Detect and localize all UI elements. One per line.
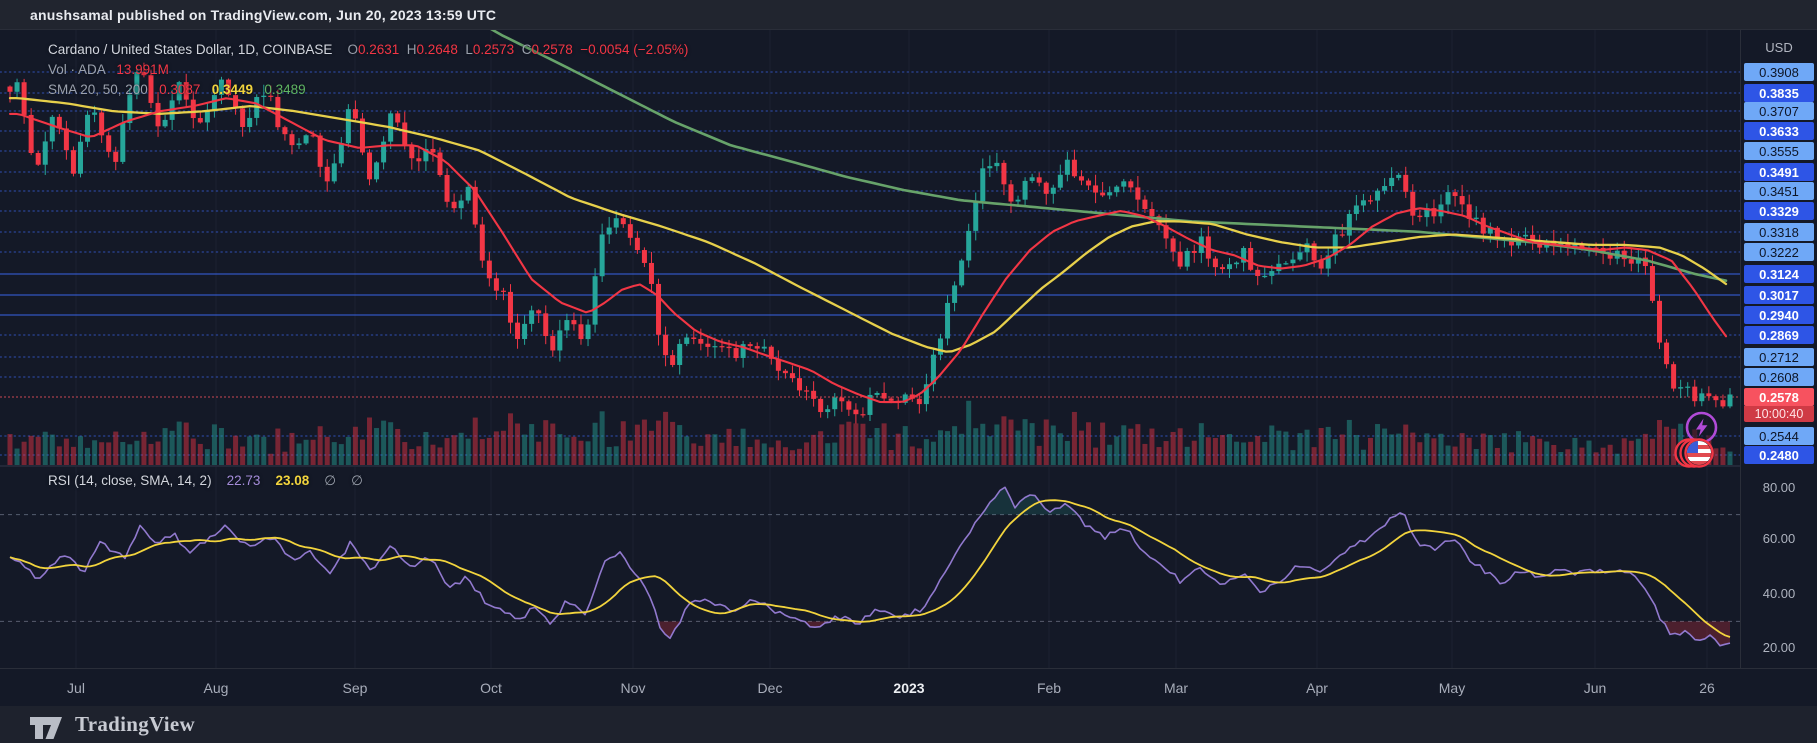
price-axis-label: 0.3908 — [1744, 63, 1814, 81]
price-axis-label: 0.3835 — [1744, 84, 1814, 102]
flag-reactions-icon[interactable] — [1668, 435, 1728, 476]
price-axis-currency: USD — [1765, 40, 1793, 55]
time-axis[interactable]: Jul Aug Sep Oct Nov Dec 2023 Feb Mar Apr May Jun 26 — [0, 668, 1817, 706]
time-axis-label: Mar — [1163, 680, 1189, 696]
price-axis-label: 0.2544 — [1744, 427, 1814, 445]
candles-layer — [7, 62, 1733, 424]
price-axis-label: 0.2940 — [1744, 306, 1814, 324]
rsi-axis-label: 80.00 — [1762, 480, 1796, 495]
rsi-pane[interactable]: RSI (14, close, SMA, 14, 2) 22.73 23.08 … — [0, 467, 1740, 668]
rsi-axis-label: 20.00 — [1762, 640, 1796, 655]
price-axis-label: 0.3451 — [1744, 182, 1814, 200]
time-axis-label: Jul — [67, 680, 85, 696]
price-axis-label: 0.3555 — [1744, 142, 1814, 160]
time-axis-label: 2023 — [893, 680, 925, 696]
price-axis-label: 0.3491 — [1744, 163, 1814, 181]
time-axis-label: Oct — [480, 680, 502, 696]
pane-separator[interactable] — [0, 465, 1817, 467]
time-axis-label: Sep — [342, 680, 368, 696]
rsi-chart[interactable] — [0, 467, 1740, 668]
price-axis[interactable]: USD 0.3908 0.3835 0.3707 0.3633 0.3555 0.3491… — [1740, 30, 1817, 668]
price-axis-label: 0.3318 — [1744, 223, 1814, 241]
time-axis-label: May — [1438, 680, 1466, 696]
price-axis-label: 0.3124 — [1744, 265, 1814, 283]
header-bar: anushsamal published on TradingView.com,… — [0, 0, 1817, 30]
rsi-axis-label: 40.00 — [1762, 586, 1796, 601]
main-chart-pane[interactable]: Cardano / United States Dollar, 1D, COIN… — [0, 18, 1741, 468]
price-axis-label: 0.3017 — [1744, 286, 1814, 304]
candlestick-chart[interactable] — [0, 18, 1741, 465]
time-axis-label: Nov — [620, 680, 646, 696]
time-axis-label: Apr — [1306, 680, 1328, 696]
tradingview-wordmark[interactable]: TradingView — [75, 712, 195, 736]
time-axis-label: Feb — [1036, 680, 1062, 696]
rsi-axis-label: 60.00 — [1762, 531, 1796, 546]
price-axis-label: 0.3222 — [1744, 243, 1814, 261]
price-axis-label: 0.3707 — [1744, 102, 1814, 120]
footer-bar: TradingView — [0, 706, 1817, 743]
price-axis-label: 0.2712 — [1744, 348, 1814, 366]
time-axis-label: Jun — [1583, 680, 1607, 696]
price-axis-label: 0.2869 — [1744, 326, 1814, 344]
tradingview-logo-icon[interactable] — [28, 711, 64, 739]
price-axis-label: 0.2480 — [1744, 446, 1814, 464]
time-axis-label: Dec — [757, 680, 783, 696]
volume-layer — [7, 400, 1733, 465]
time-axis-label: 26 — [1699, 680, 1715, 696]
bar-countdown: 10:00:40 — [1744, 406, 1814, 422]
price-axis-label: 0.3329 — [1744, 202, 1814, 220]
current-price-label: 0.2578 — [1744, 388, 1814, 406]
price-axis-label: 0.2608 — [1744, 368, 1814, 386]
attribution-text: anushsamal published on TradingView.com,… — [30, 6, 497, 23]
price-axis-label: 0.3633 — [1744, 122, 1814, 140]
time-axis-label: Aug — [203, 680, 229, 696]
